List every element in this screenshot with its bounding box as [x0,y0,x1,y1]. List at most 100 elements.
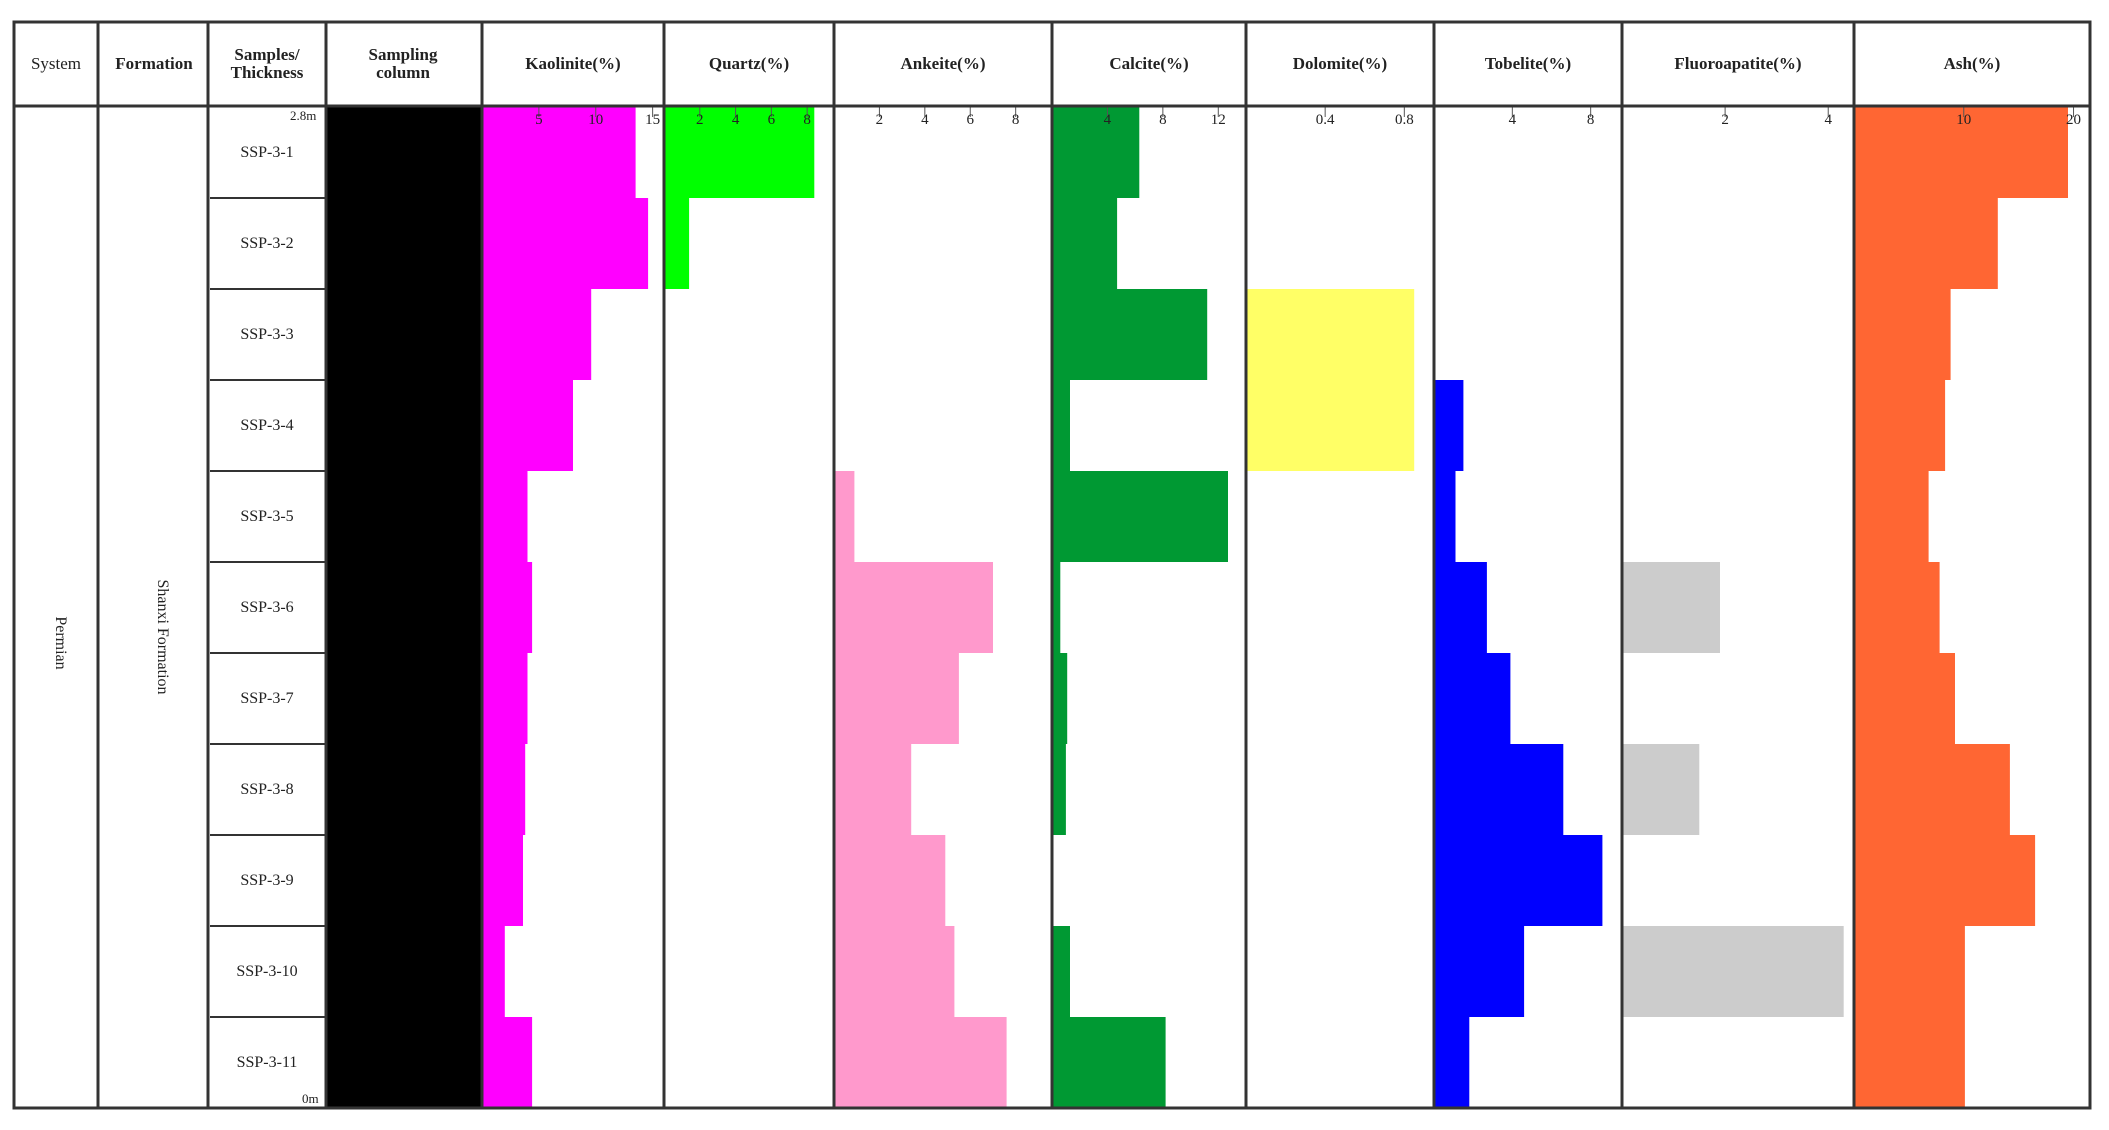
bar-dolomite-3 [1246,289,1415,380]
bar-kaolinite-4 [482,380,573,471]
bar-ash-11 [1854,1017,1965,1108]
bar-calcite-6 [1052,562,1061,653]
bar-ankeite-11 [834,1017,1007,1108]
samples-header: Samples/ Thickness [210,22,324,106]
tick-label: 5 [535,112,543,128]
bar-kaolinite-1 [482,107,636,198]
tick-label: 2 [875,112,884,128]
series-header-dolomite: Dolomite(%) [1292,54,1388,73]
sampling-column-header-line2: column [376,63,430,82]
samples-header-line1: Samples/ [234,45,300,64]
sampling-column-header-line1: Sampling [368,45,438,64]
sample-label: SSP-3-7 [240,689,294,707]
bar-fluoroapatite-10 [1622,926,1844,1017]
tick-label: 8 [1011,112,1020,128]
bar-calcite-3 [1052,289,1208,380]
bar-tobelite-9 [1434,835,1603,926]
sample-label: SSP-3-8 [240,780,294,798]
series-header-fluoroapatite: Fluoroapatite(%) [1674,54,1802,73]
sample-label: SSP-3-3 [240,325,294,343]
bar-ash-6 [1854,562,1940,653]
tick-label: 0.4 [1315,112,1335,128]
tick-label: 10 [588,112,604,128]
bar-ash-7 [1854,653,1955,744]
samples-header-line2: Thickness [230,63,304,82]
bar-ash-3 [1854,289,1951,380]
tick-label: 8 [1159,112,1167,128]
bar-tobelite-11 [1434,1017,1470,1108]
bar-calcite-5 [1052,471,1228,562]
bar-tobelite-4 [1434,380,1464,471]
bar-ash-1 [1854,107,2068,198]
tick-label: 2 [1721,112,1729,128]
bar-kaolinite-3 [482,289,592,380]
tick-label: 4 [1824,112,1832,128]
system-header: System [30,54,82,73]
bar-fluoroapatite-8 [1622,744,1700,835]
sample-label: SSP-3-5 [240,507,294,525]
tick-label: 6 [767,112,776,128]
bar-calcite-1 [1052,107,1140,198]
bar-ash-2 [1854,198,1998,289]
bar-calcite-4 [1052,380,1070,471]
bar-tobelite-7 [1434,653,1511,744]
series-header-ankeite: Ankeite(%) [900,54,986,73]
bar-kaolinite-6 [482,562,533,653]
formation-value: Shanxi Formation [154,579,171,695]
tick-label: 0.8 [1394,112,1414,128]
series-header-quartz: Quartz(%) [708,54,790,73]
bar-ash-10 [1854,926,1965,1017]
sample-label: SSP-3-2 [240,234,294,252]
tick-label: 8 [1586,112,1595,128]
bar-ankeite-9 [834,835,946,926]
bar-kaolinite-2 [482,198,649,289]
bar-ankeite-10 [834,926,955,1017]
series-header-kaolinite: Kaolinite(%) [525,54,621,73]
bar-calcite-10 [1052,926,1070,1017]
series-header-calcite: Calcite(%) [1109,54,1189,73]
tick-label: 4 [1508,112,1517,128]
bar-ash-8 [1854,744,2010,835]
tick-label: 6 [966,112,975,128]
series-header-ash: Ash(%) [1943,54,2001,73]
tick-label: 2 [696,112,704,128]
bar-calcite-2 [1052,198,1118,289]
bar-tobelite-10 [1434,926,1525,1017]
bar-quartz-1 [664,107,815,198]
bar-kaolinite-9 [482,835,523,926]
bar-tobelite-5 [1434,471,1456,562]
sample-label: SSP-3-11 [236,1053,298,1071]
bar-quartz-2 [664,198,690,289]
scale-bottom-label: 0m [302,1091,319,1106]
bar-ankeite-7 [834,653,959,744]
sampling-column-fill [326,107,482,1108]
bar-tobelite-6 [1434,562,1487,653]
system-value: Permian [52,616,69,670]
bar-kaolinite-8 [482,744,526,835]
bar-ankeite-8 [834,744,912,835]
bar-calcite-11 [1052,1017,1166,1108]
bar-ankeite-6 [834,562,993,653]
bar-dolomite-4 [1246,380,1415,471]
tick-label: 4 [731,112,740,128]
bar-calcite-8 [1052,744,1066,835]
sampling-column-header: Sampling column [326,22,480,106]
sample-label: SSP-3-9 [240,871,294,889]
bar-kaolinite-11 [482,1017,533,1108]
bar-tobelite-8 [1434,744,1564,835]
bar-ash-9 [1854,835,2036,926]
sample-label: SSP-3-6 [240,598,294,616]
bar-kaolinite-10 [482,926,505,1017]
sample-label: SSP-3-4 [240,416,294,434]
tick-label: 4 [1103,112,1112,128]
tick-label: 8 [803,112,811,128]
tick-label: 4 [921,112,929,128]
scale-top-label: 2.8m [290,108,317,123]
tick-label: 10 [1956,112,1972,128]
tick-label: 20 [2066,112,2082,128]
series-header-tobelite: Tobelite(%) [1484,54,1572,73]
bar-kaolinite-5 [482,471,528,562]
formation-header: Formation [115,54,193,73]
